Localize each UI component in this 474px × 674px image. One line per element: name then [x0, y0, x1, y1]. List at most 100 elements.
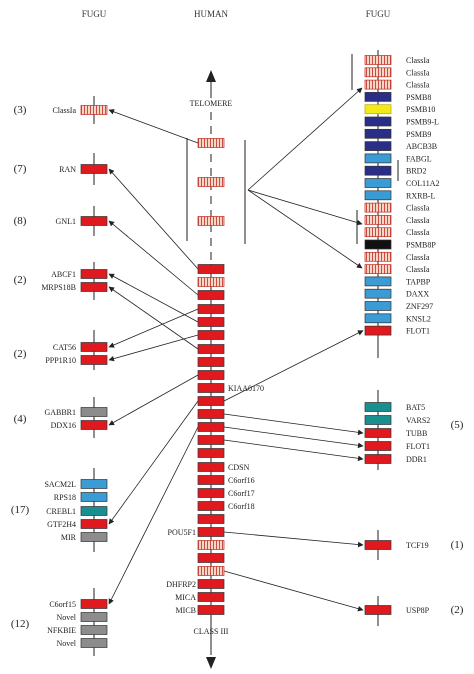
- right-fugu-gene-label: ClassIa: [406, 81, 430, 90]
- right-fugu-gene-box: [364, 55, 392, 65]
- right-fugu-gene-label: PSMB10: [406, 105, 435, 114]
- right-fugu-gene-box: [364, 441, 392, 451]
- ortholog-arrow: [108, 334, 199, 362]
- left-fugu-gene-label: RAN: [59, 165, 76, 174]
- left-fugu-gene-box: [80, 342, 108, 352]
- human-gene-box: [197, 501, 225, 511]
- human-gene-box: [197, 344, 225, 354]
- left-fugu-gene-box: [80, 625, 108, 635]
- right-fugu-gene-label: PSMB9: [406, 130, 431, 139]
- right-fugu-gene-box: [364, 288, 392, 299]
- right-fugu-gene-box: [364, 67, 392, 78]
- left-fugu-gene-box: [80, 506, 108, 516]
- right-fugu-gene-label: ABCB3B: [406, 142, 437, 151]
- human-gene-label: C6orf18: [228, 502, 255, 511]
- centromere-arrow-icon: [206, 657, 216, 669]
- left-fugu-gene-box: [80, 492, 108, 502]
- left-fugu-gene-label: GABBR1: [44, 408, 76, 417]
- right-fugu-gene-label: BAT5: [406, 403, 425, 412]
- left-fugu-gene-label: GNL1: [56, 217, 76, 226]
- human-gene-box: [197, 579, 225, 589]
- left-fugu-gene-box: [80, 407, 108, 417]
- header-left: FUGU: [82, 9, 107, 19]
- human-gene-box: [197, 277, 225, 287]
- human-chromosome: [206, 70, 216, 669]
- human-cluster-brackets: [186, 138, 246, 244]
- right-fugu-gene-box: [364, 239, 392, 250]
- ortholog-arrow: [247, 189, 363, 226]
- right-fugu-gene-box: [364, 313, 392, 324]
- right-fugu-gene-box: [364, 190, 392, 201]
- right-fugu-gene-box: [364, 276, 392, 287]
- right-fugu-gene-label: FLOT1: [406, 442, 430, 451]
- right-fugu-gene-label: USP8P: [406, 606, 430, 615]
- human-gene-label: C6orf16: [228, 476, 255, 485]
- human-gene-box: [197, 527, 225, 537]
- ortholog-arrow: [108, 168, 199, 270]
- left-fugu-gene-label: CREBL1: [46, 507, 76, 516]
- human-gene-box: [197, 330, 225, 340]
- ortholog-arrow: [223, 426, 364, 449]
- right-fugu-gene-label: RXRB-L: [406, 191, 435, 200]
- right-fugu-gene-box: [364, 540, 392, 550]
- left-fugu-gene-label: ClassIa: [52, 106, 76, 115]
- left-fugu-gene-box: [80, 599, 108, 609]
- human-gene-label: KIAA0170: [228, 384, 264, 393]
- ortholog-arrow: [108, 273, 199, 323]
- left-fugu-gene-label: SACM2L: [44, 480, 76, 489]
- left-fugu-gene-label: NFKBIE: [47, 626, 76, 635]
- human-gene-box: [197, 553, 225, 563]
- human-gene-label: MICB: [176, 606, 196, 615]
- telomere-label: TELOMERE: [190, 99, 233, 108]
- left-fugu-gene-label: PPP1R10: [45, 356, 76, 365]
- left-fugu-gene-box: [80, 269, 108, 279]
- header-right: FUGU: [366, 9, 391, 19]
- right-fugu-gene-box: [364, 454, 392, 464]
- left-fugu-gene-box: [80, 420, 108, 430]
- right-fugu-gene-label: DAXX: [406, 290, 429, 299]
- right-fugu-gene-box: [364, 428, 392, 438]
- right-fugu-gene-label: TCF19: [406, 541, 429, 550]
- right-fugu-gene-box: [364, 402, 392, 412]
- left-group-count: (4): [14, 413, 27, 425]
- human-gene-box: [197, 357, 225, 367]
- human-gene-box: [197, 177, 225, 187]
- right-fugu-gene-box: [364, 128, 392, 139]
- right-fugu-gene-box: [364, 153, 392, 164]
- human-gene-box: [197, 383, 225, 393]
- right-fugu-gene-label: ZNF297: [406, 302, 433, 311]
- right-fugu-gene-box: [364, 202, 392, 213]
- right-fugu-gene-label: ClassIa: [406, 265, 430, 274]
- ortholog-arrow: [223, 531, 364, 548]
- gene-labels: KIAA0170 CDSN C6orf16 C6orf17 C6orf18 POU5F1 D…: [11, 56, 464, 648]
- right-fugu-gene-label: KNSL2: [406, 314, 431, 323]
- left-fugu-gene-box: [80, 638, 108, 648]
- left-fugu-gene-label: MRPS18B: [41, 283, 76, 292]
- human-gene-label: CDSN: [228, 463, 250, 472]
- ortholog-arrow: [108, 109, 199, 144]
- human-gene-box: [197, 216, 225, 226]
- human-gene-box: [197, 422, 225, 432]
- right-fugu-gene-box: [364, 178, 392, 188]
- ortholog-arrow: [247, 87, 363, 191]
- right-group-count: (5): [451, 419, 464, 431]
- human-gene-box: [197, 409, 225, 419]
- right-fugu-gene-box: [364, 141, 392, 151]
- left-fugu-gene-box: [80, 479, 108, 489]
- left-group-count: (12): [11, 618, 30, 630]
- right-fugu-gene-box: [364, 79, 392, 90]
- human-gene-box: [197, 540, 225, 550]
- left-group-count: (2): [14, 348, 27, 360]
- human-gene-box: [197, 566, 225, 576]
- left-fugu-gene-box: [80, 105, 108, 115]
- human-gene-box: [197, 138, 225, 148]
- right-fugu-gene-box: [364, 264, 392, 274]
- left-fugu-gene-label: RPS18: [54, 493, 76, 502]
- human-gene-label: DHFRP2: [166, 580, 196, 589]
- left-group-count: (3): [14, 104, 27, 116]
- right-group-count: (2): [451, 604, 464, 616]
- human-gene-box: [197, 592, 225, 602]
- right-fugu-gene-label: ClassIa: [406, 253, 430, 262]
- right-fugu-gene-label: VARS2: [406, 416, 430, 425]
- human-gene-box: [197, 317, 225, 327]
